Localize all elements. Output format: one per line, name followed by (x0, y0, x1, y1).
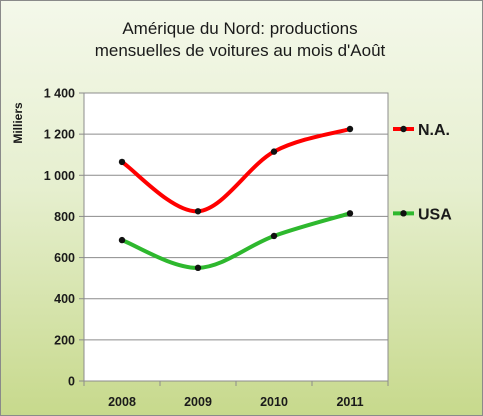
x-tick-label: 2010 (260, 395, 288, 409)
plot-area (83, 92, 389, 382)
y-axis-label: Milliers (11, 102, 25, 144)
legend-label-n-a: N.A. (418, 122, 450, 139)
series-line-n-a (120, 127, 352, 214)
legend: N.A. USA (393, 122, 452, 223)
y-tick-label: 800 (54, 210, 75, 224)
legend-marker-n-a (400, 125, 407, 133)
data-point-n-a (118, 158, 126, 166)
series-group (118, 125, 354, 272)
grid-lines (84, 133, 388, 341)
y-axis-ticks: 0 200 400 600 800 1 000 1 200 1 400 (44, 87, 84, 389)
data-point-usa (270, 232, 278, 240)
chart-title-line-1: Amérique du Nord: productions (122, 19, 357, 38)
y-tick-label: 200 (54, 333, 75, 347)
data-point-usa (194, 264, 202, 272)
data-point-n-a (194, 208, 202, 215)
legend-label-usa: USA (418, 206, 452, 223)
chart-title-line-2: mensuelles de voitures au mois d'Août (95, 41, 386, 60)
y-tick-label: 600 (54, 251, 75, 265)
data-point-usa (346, 210, 354, 217)
x-axis-ticks: 2008 2009 2010 2011 (83, 381, 389, 409)
data-point-n-a (346, 125, 354, 133)
x-tick-label: 2009 (184, 395, 212, 409)
data-point-usa (118, 236, 126, 244)
y-tick-label: 1 400 (44, 87, 75, 101)
data-point-n-a (270, 148, 278, 155)
legend-marker-usa (400, 210, 407, 217)
x-tick-label: 2008 (108, 395, 136, 409)
series-line-usa (120, 211, 352, 270)
y-tick-label: 400 (54, 292, 75, 306)
y-tick-label: 0 (68, 375, 75, 389)
x-tick-label: 2011 (336, 395, 363, 409)
y-tick-label: 1 200 (44, 128, 75, 142)
y-tick-label: 1 000 (44, 169, 75, 183)
